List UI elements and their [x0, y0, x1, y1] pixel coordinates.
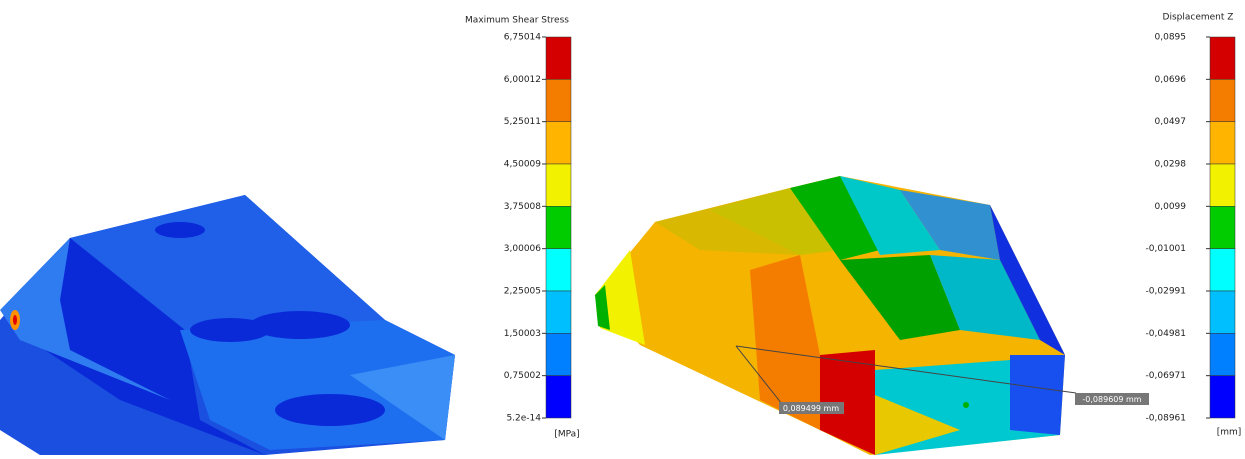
legend-band — [1209, 163, 1236, 207]
legend-label: 0,0099 — [1155, 202, 1187, 212]
legend-band — [545, 248, 572, 292]
displacement-model: 0,089499 mm -0,089609 mm — [595, 176, 1149, 455]
legend-label: -0,02991 — [1146, 287, 1186, 297]
legend-band — [545, 79, 572, 122]
legend-label: 6,00012 — [504, 75, 541, 85]
legend-unit: [mm] — [1217, 428, 1242, 438]
legend-band — [545, 163, 572, 207]
legend-label: 5.2e-14 — [506, 414, 541, 424]
legend-band — [545, 290, 572, 334]
legend-label: 4,50009 — [504, 160, 541, 170]
legend-band — [1209, 36, 1236, 80]
legend-label: -0,01001 — [1146, 244, 1186, 254]
legend-band — [545, 375, 572, 419]
legend-label: 0,75002 — [504, 371, 541, 381]
legend-band — [545, 333, 572, 376]
legend-title: Displacement Z — [1163, 13, 1234, 23]
legend-label: -0,08961 — [1146, 414, 1186, 424]
legend-label: 0,0895 — [1155, 33, 1187, 43]
legend-band — [1209, 79, 1236, 122]
legend-label: 5,25011 — [504, 117, 541, 127]
legend-band — [1209, 375, 1236, 419]
legend-label: 3,75008 — [504, 202, 541, 212]
legend-band — [1209, 333, 1236, 376]
legend-unit: [MPa] — [554, 430, 579, 440]
legend-band — [1209, 248, 1236, 292]
callout-min: -0,089609 mm — [1082, 395, 1141, 404]
legend-band — [545, 36, 572, 80]
legend-label: -0,04981 — [1146, 329, 1186, 339]
legend-band — [545, 121, 572, 165]
legend-label: 0,0696 — [1155, 75, 1187, 85]
callout-max: 0,089499 mm — [783, 404, 840, 413]
legend-title: Maximum Shear Stress — [465, 16, 569, 26]
legend-label: 2,25005 — [504, 287, 541, 297]
legend-label: 0,0497 — [1155, 117, 1187, 127]
legend-band — [1209, 206, 1236, 249]
legend-band — [1209, 290, 1236, 334]
legend-label: -0,06971 — [1146, 371, 1186, 381]
legend-label: 6,75014 — [504, 33, 541, 43]
legend-label: 3,00006 — [504, 244, 541, 254]
stress-model — [0, 195, 455, 455]
legend-band — [1209, 121, 1236, 165]
legend-label: 0,0298 — [1155, 160, 1187, 170]
legend-label: 1,50003 — [504, 329, 541, 339]
legend-band — [545, 206, 572, 249]
